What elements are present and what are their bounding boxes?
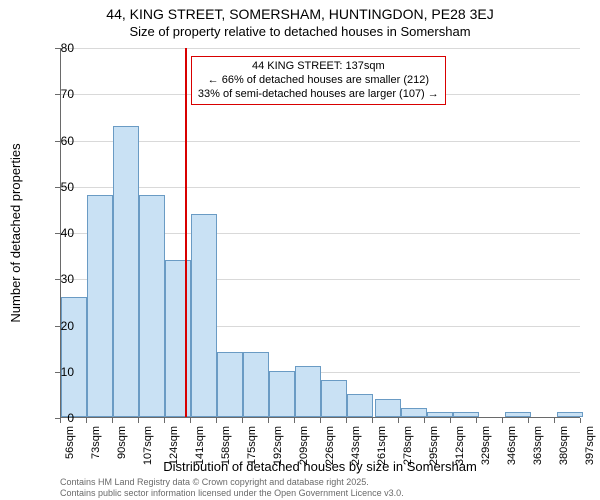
- xtick-mark: [528, 418, 529, 423]
- xtick-mark: [190, 418, 191, 423]
- annotation-line: 33% of semi-detached houses are larger (…: [198, 88, 439, 102]
- xtick-label: 380sqm: [558, 426, 570, 465]
- xtick-mark: [476, 418, 477, 423]
- xtick-label: 56sqm: [64, 426, 76, 459]
- chart-container: 44, KING STREET, SOMERSHAM, HUNTINGDON, …: [0, 0, 600, 500]
- marker-line: [185, 48, 187, 417]
- ytick-mark: [55, 48, 60, 49]
- xtick-mark: [580, 418, 581, 423]
- histogram-bar: [347, 394, 373, 417]
- y-axis-label: Number of detached properties: [8, 48, 23, 418]
- histogram-bar: [427, 412, 453, 417]
- xtick-mark: [138, 418, 139, 423]
- xtick-label: 397sqm: [584, 426, 596, 465]
- chart-title-main: 44, KING STREET, SOMERSHAM, HUNTINGDON, …: [0, 6, 600, 22]
- xtick-label: 295sqm: [428, 426, 440, 465]
- histogram-bar: [61, 297, 87, 417]
- xtick-mark: [294, 418, 295, 423]
- xtick-label: 209sqm: [298, 426, 310, 465]
- ytick-mark: [55, 279, 60, 280]
- footer-line-1: Contains HM Land Registry data © Crown c…: [60, 477, 580, 487]
- histogram-bar: [217, 352, 243, 417]
- chart-footer: Contains HM Land Registry data © Crown c…: [60, 477, 580, 498]
- xtick-label: 226sqm: [324, 426, 336, 465]
- histogram-bar: [505, 412, 531, 417]
- histogram-bar: [401, 408, 427, 417]
- xtick-mark: [346, 418, 347, 423]
- xtick-label: 124sqm: [168, 426, 180, 465]
- xtick-mark: [372, 418, 373, 423]
- histogram-bar: [375, 399, 401, 418]
- xtick-label: 107sqm: [142, 426, 154, 465]
- xtick-mark: [554, 418, 555, 423]
- histogram-bar: [87, 195, 113, 417]
- xtick-label: 329sqm: [480, 426, 492, 465]
- footer-line-2: Contains public sector information licen…: [60, 488, 580, 498]
- xtick-label: 346sqm: [506, 426, 518, 465]
- ytick-mark: [55, 141, 60, 142]
- xtick-label: 73sqm: [90, 426, 102, 459]
- ytick-mark: [55, 94, 60, 95]
- xtick-mark: [398, 418, 399, 423]
- ytick-mark: [55, 372, 60, 373]
- xtick-mark: [268, 418, 269, 423]
- xtick-mark: [86, 418, 87, 423]
- xtick-mark: [502, 418, 503, 423]
- histogram-bar: [139, 195, 165, 417]
- annotation-line: 44 KING STREET: 137sqm: [198, 60, 439, 74]
- ytick-mark: [55, 326, 60, 327]
- xtick-label: 141sqm: [194, 426, 206, 465]
- xtick-mark: [242, 418, 243, 423]
- xtick-label: 192sqm: [272, 426, 284, 465]
- histogram-bar: [295, 366, 321, 417]
- xtick-label: 312sqm: [454, 426, 466, 465]
- xtick-label: 278sqm: [402, 426, 414, 465]
- xtick-mark: [60, 418, 61, 423]
- xtick-label: 261sqm: [376, 426, 388, 465]
- chart-title-sub: Size of property relative to detached ho…: [0, 24, 600, 39]
- histogram-bar: [269, 371, 295, 417]
- xtick-mark: [216, 418, 217, 423]
- x-axis-label: Distribution of detached houses by size …: [60, 459, 580, 474]
- xtick-mark: [112, 418, 113, 423]
- xtick-label: 158sqm: [220, 426, 232, 465]
- histogram-bar: [191, 214, 217, 418]
- histogram-bar: [165, 260, 191, 417]
- histogram-bar: [453, 412, 479, 417]
- xtick-mark: [164, 418, 165, 423]
- xtick-label: 243sqm: [350, 426, 362, 465]
- gridline: [61, 48, 580, 49]
- xtick-mark: [450, 418, 451, 423]
- ytick-mark: [55, 233, 60, 234]
- histogram-bar: [243, 352, 269, 417]
- histogram-bar: [113, 126, 139, 417]
- annotation-line: ← 66% of detached houses are smaller (21…: [198, 74, 439, 88]
- histogram-bar: [557, 412, 583, 417]
- annotation-box: 44 KING STREET: 137sqm← 66% of detached …: [191, 56, 446, 105]
- xtick-label: 363sqm: [532, 426, 544, 465]
- xtick-label: 175sqm: [246, 426, 258, 465]
- xtick-mark: [320, 418, 321, 423]
- plot-area: 44 KING STREET: 137sqm← 66% of detached …: [60, 48, 580, 418]
- histogram-bar: [321, 380, 347, 417]
- ytick-mark: [55, 187, 60, 188]
- xtick-mark: [424, 418, 425, 423]
- xtick-label: 90sqm: [116, 426, 128, 459]
